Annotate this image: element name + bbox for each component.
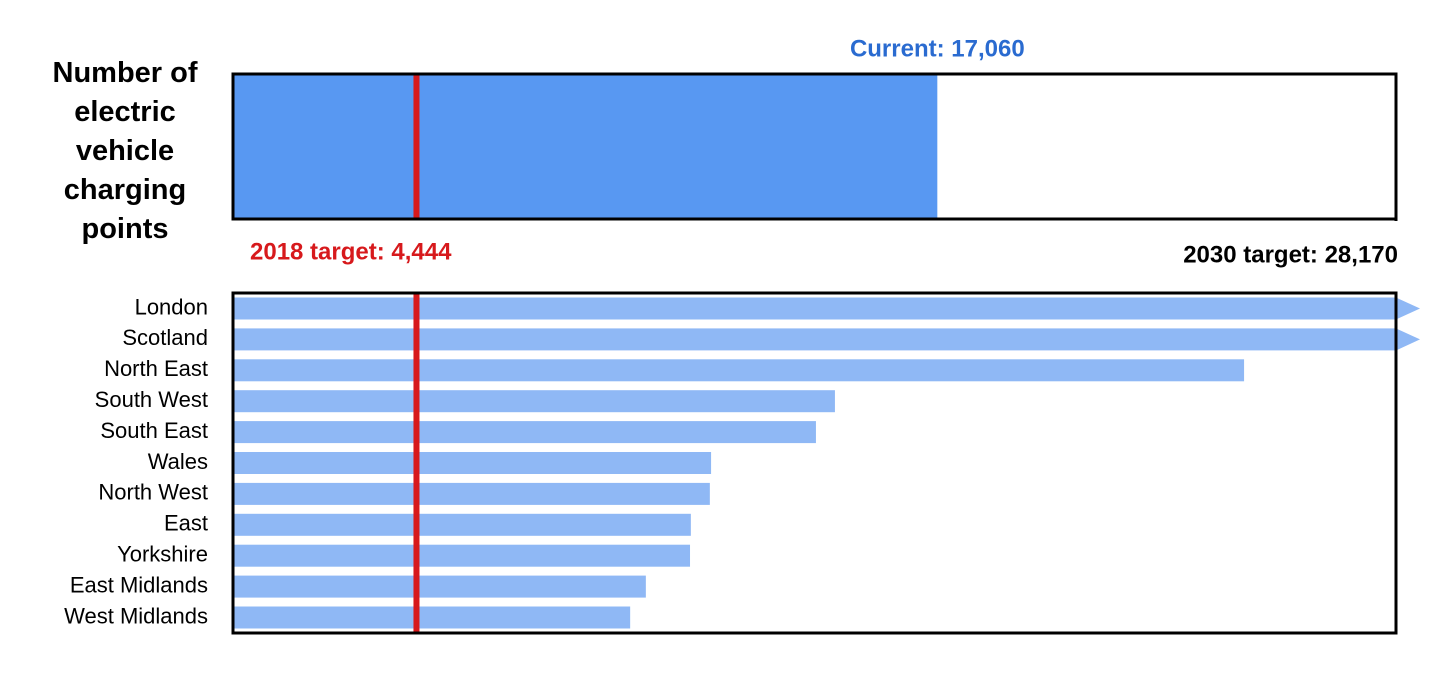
- bar: [233, 544, 691, 567]
- y-tick-label: North West: [98, 480, 208, 505]
- plot-frame: [231, 72, 1398, 221]
- bar: [233, 74, 938, 219]
- bar: [233, 482, 710, 505]
- y-tick-label: South East: [100, 418, 208, 443]
- chart-title: Number of electric vehicle charging poin…: [52, 57, 198, 245]
- bar: [233, 421, 816, 444]
- overflow-arrow: [1396, 297, 1420, 320]
- bar: [233, 575, 646, 598]
- plot-frame: [231, 291, 1398, 635]
- bar: [233, 513, 691, 536]
- y-tick-label: Wales: [148, 449, 208, 474]
- y-tick-label: Scotland: [122, 325, 208, 350]
- overflow-arrow: [1396, 328, 1420, 351]
- y-tick-label: London: [135, 294, 208, 319]
- value-label: Current: 17,060: [850, 35, 1025, 62]
- bar: [233, 359, 1245, 382]
- bar: [233, 606, 631, 629]
- y-tick-label: East: [164, 511, 208, 536]
- bar: [233, 328, 1396, 351]
- y-tick-label: South West: [95, 387, 208, 412]
- bar: [233, 297, 1396, 320]
- y-tick-label: East Midlands: [70, 572, 208, 597]
- bar: [233, 390, 835, 413]
- bars: [233, 297, 1396, 629]
- target-label: 2018 target: 4,444: [250, 238, 452, 265]
- y-tick-label: North East: [104, 356, 208, 381]
- y-tick-label: Yorkshire: [117, 542, 208, 567]
- y-tick-label: West Midlands: [64, 603, 208, 628]
- x-tick-label: 2030 target: 28,170: [1183, 241, 1398, 268]
- bar: [233, 452, 712, 474]
